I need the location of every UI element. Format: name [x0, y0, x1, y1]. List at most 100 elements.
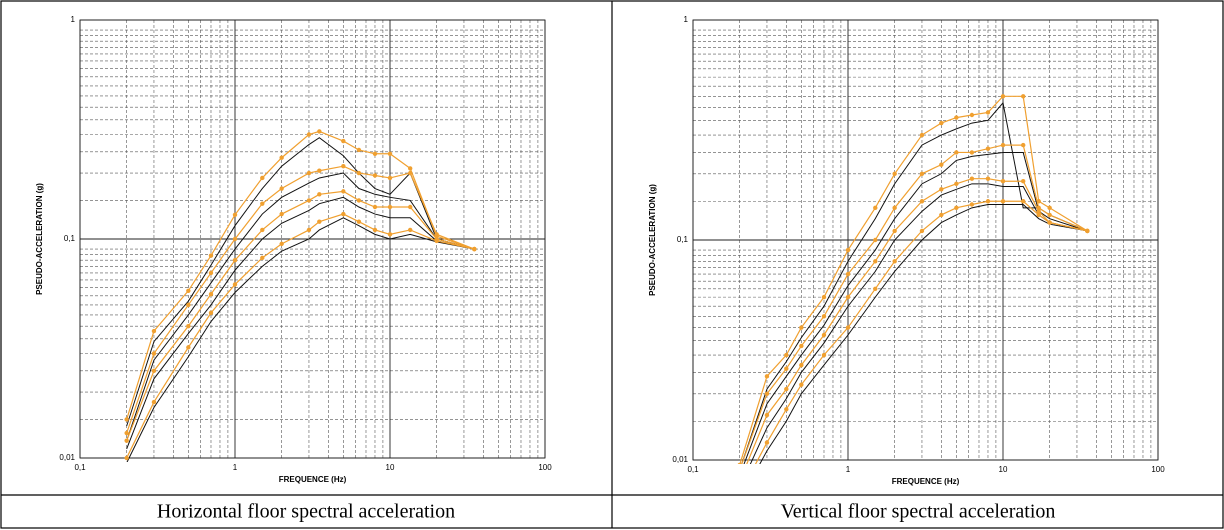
data-point	[1047, 205, 1052, 211]
y-tick-label: 0,1	[64, 234, 76, 243]
data-point	[1021, 179, 1026, 184]
data-point	[954, 205, 959, 211]
data-point	[279, 211, 284, 217]
data-point	[279, 155, 284, 160]
series-line	[126, 137, 475, 427]
data-point	[186, 323, 191, 329]
data-point	[186, 288, 191, 294]
series-line	[759, 204, 1088, 464]
data-point	[279, 241, 284, 247]
data-point	[151, 368, 157, 374]
data-point	[151, 399, 157, 405]
data-point	[208, 253, 214, 258]
data-point	[919, 228, 925, 234]
data-point	[232, 258, 238, 263]
data-point	[784, 386, 789, 392]
data-point	[892, 228, 897, 234]
data-point	[1036, 209, 1041, 214]
data-point	[1000, 179, 1006, 184]
data-point	[985, 110, 991, 115]
y-tick-label: 0,01	[672, 455, 688, 464]
data-point	[208, 310, 214, 316]
data-point	[845, 247, 851, 253]
y-tick-label: 1	[71, 15, 76, 24]
data-point	[260, 227, 265, 233]
data-point	[799, 362, 804, 368]
series-line	[126, 213, 475, 459]
data-point	[784, 366, 789, 371]
data-point	[969, 202, 975, 207]
data-point	[208, 270, 214, 276]
data-point	[306, 132, 312, 137]
series-line	[741, 144, 1088, 464]
data-point	[356, 170, 362, 176]
data-point	[387, 175, 393, 181]
data-point	[434, 232, 439, 237]
data-point	[124, 430, 129, 436]
y-tick-label: 0,01	[59, 453, 75, 462]
series-group	[737, 94, 1090, 496]
x-axis-title: FREQUENCE (Hz)	[279, 475, 347, 484]
data-point	[784, 407, 789, 412]
series-group	[124, 129, 477, 462]
data-point	[317, 129, 322, 134]
data-point	[260, 201, 265, 206]
series-line	[754, 200, 1088, 464]
data-point	[969, 150, 975, 155]
data-point	[821, 294, 827, 300]
data-point	[799, 343, 804, 349]
data-point	[799, 325, 804, 330]
data-point	[124, 417, 129, 422]
data-point	[737, 479, 741, 483]
data-point	[1036, 212, 1041, 218]
data-point	[1000, 199, 1006, 204]
data-point	[764, 412, 770, 418]
data-point	[737, 492, 741, 496]
data-point	[151, 328, 157, 334]
data-point	[985, 199, 991, 204]
data-point	[1021, 142, 1026, 148]
data-point	[845, 294, 851, 300]
series-line	[126, 217, 475, 462]
data-point	[372, 173, 378, 178]
data-point	[873, 259, 878, 264]
data-point	[784, 352, 789, 358]
data-point	[821, 352, 827, 358]
data-point	[408, 166, 413, 171]
data-point	[186, 345, 191, 350]
plot-frame	[79, 19, 546, 459]
data-point	[387, 232, 393, 237]
x-tick-label: 10	[999, 465, 1008, 474]
data-point	[985, 146, 991, 151]
data-point	[341, 189, 346, 194]
data-point	[356, 147, 362, 153]
data-point	[408, 170, 413, 176]
series-line	[126, 165, 475, 434]
data-point	[764, 391, 770, 396]
data-point	[472, 246, 477, 252]
data-point	[1000, 94, 1006, 99]
caption: Vertical floor spectral acceleration	[781, 501, 1056, 523]
data-point	[408, 204, 413, 210]
data-point	[186, 302, 191, 308]
data-point	[232, 212, 238, 217]
series-line	[126, 130, 475, 420]
data-point	[408, 227, 413, 233]
data-point	[873, 205, 878, 211]
data-point	[232, 236, 238, 242]
data-point	[845, 271, 851, 277]
y-tick-label: 0,1	[677, 235, 689, 244]
data-point	[821, 314, 827, 319]
data-point	[232, 282, 238, 287]
data-point	[279, 186, 284, 191]
data-point	[919, 199, 925, 204]
data-point	[939, 120, 944, 126]
data-point	[1085, 228, 1090, 234]
x-tick-label: 1	[233, 463, 238, 472]
data-point	[821, 332, 827, 338]
series-line	[739, 95, 1088, 464]
series-line	[126, 196, 475, 450]
data-point	[387, 204, 393, 210]
data-point	[919, 171, 925, 176]
data-point	[1021, 94, 1026, 99]
